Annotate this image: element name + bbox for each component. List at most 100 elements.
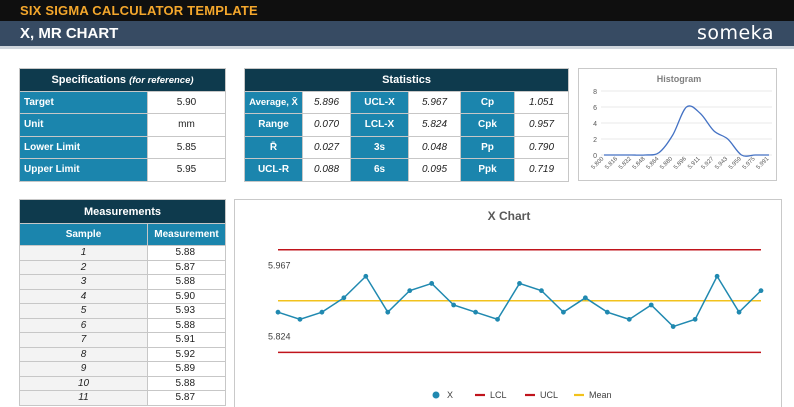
- stat-label: UCL-X: [350, 90, 409, 114]
- measurement-value-input[interactable]: 5.90: [146, 288, 227, 304]
- spec-label: Target: [19, 90, 148, 114]
- measurements-title: Measurements: [18, 199, 227, 224]
- sample-number: 1: [19, 245, 148, 261]
- table-row: 8 5.92: [19, 346, 227, 362]
- x-data-point: [429, 281, 435, 286]
- stat-label: LCL-X: [350, 113, 409, 137]
- sample-number: 9: [19, 361, 148, 377]
- stat-value: 5.896: [302, 90, 351, 114]
- legend-label: UCL: [540, 390, 558, 400]
- measurement-value-input[interactable]: 5.93: [146, 303, 227, 319]
- x-data-point: [539, 288, 544, 294]
- stats-row: R̄ 0.027 3s 0.048 Pp 0.790: [244, 135, 570, 159]
- x-data-point: [473, 309, 478, 315]
- histogram-y-tick: 6: [593, 105, 597, 112]
- histogram-x-tick: 5.816: [604, 156, 619, 171]
- x-chart: X Chart 5.967 5.824 X LCL UCL Mean: [234, 199, 782, 407]
- spec-label: Lower Limit: [19, 135, 148, 159]
- x-data-point: [670, 324, 676, 329]
- x-data-point: [517, 281, 522, 286]
- histogram-x-tick: 5.975: [742, 156, 757, 171]
- measurement-value-input[interactable]: 5.88: [146, 245, 227, 261]
- stats-row: Range 0.070 LCL-X 5.824 Cpk 0.957: [244, 113, 570, 137]
- measurement-value-input[interactable]: 5.87: [146, 259, 227, 275]
- measurement-value-input[interactable]: 5.89: [146, 361, 227, 377]
- stat-label: Cp: [460, 90, 515, 114]
- stat-label: 3s: [350, 135, 409, 159]
- table-row: 4 5.90: [19, 288, 227, 304]
- x-data-point: [495, 316, 500, 322]
- spec-value-input[interactable]: 5.95: [147, 158, 226, 182]
- spec-value-input[interactable]: 5.90: [147, 90, 226, 114]
- specifications-title-text: Specifications: [51, 73, 127, 86]
- histogram-y-tick: 0: [593, 153, 597, 160]
- x-data-point: [451, 302, 457, 308]
- page-subheader: X, MR CHART someka: [0, 21, 794, 46]
- header-divider: [0, 46, 794, 49]
- histogram-x-tick: 5.943: [714, 156, 729, 171]
- x-data-point: [341, 295, 347, 301]
- legend-label: X: [447, 390, 453, 400]
- stat-label: Average, X̄: [244, 90, 303, 114]
- stat-label: 6s: [350, 158, 409, 182]
- spec-row-unit: Unit mm: [19, 113, 226, 137]
- ucl-value-label: 5.967: [268, 261, 291, 271]
- measurement-value-input[interactable]: 5.91: [146, 332, 227, 348]
- x-data-point: [648, 302, 654, 308]
- histogram-y-tick: 4: [593, 121, 597, 128]
- table-row: 9 5.89: [19, 361, 227, 377]
- histogram-x-tick: 5.880: [659, 156, 674, 171]
- x-data-point: [714, 273, 720, 279]
- sample-number: 10: [19, 375, 148, 391]
- specifications-title: Specifications (for reference): [19, 68, 226, 92]
- histogram-title: Histogram: [657, 74, 702, 84]
- x-data-point: [758, 288, 764, 294]
- sample-column-header: Sample: [19, 223, 148, 246]
- x-chart-svg: X Chart 5.967 5.824 X LCL UCL Mean: [268, 209, 764, 400]
- x-data-point: [692, 316, 698, 322]
- histogram-x-tick: 5.832: [618, 156, 633, 171]
- table-row: 11 5.87: [19, 390, 227, 406]
- legend-label: LCL: [490, 390, 507, 400]
- statistics-title: Statistics: [243, 68, 570, 92]
- histogram-x-tick: 5.896: [673, 156, 688, 171]
- x-data-point: [275, 309, 281, 315]
- histogram-x-tick: 5.991: [756, 156, 771, 171]
- spec-row-upper-limit: Upper Limit 5.95: [19, 158, 226, 182]
- measurement-value-input[interactable]: 5.88: [146, 317, 227, 333]
- x-data-point: [582, 295, 588, 301]
- measurement-value-input[interactable]: 5.87: [146, 390, 227, 406]
- spec-label: Unit: [19, 113, 148, 137]
- measurement-value-input[interactable]: 5.88: [146, 375, 227, 391]
- stat-label: Cpk: [460, 113, 515, 137]
- table-row: 10 5.88: [19, 375, 227, 391]
- stat-label: Ppk: [460, 158, 515, 182]
- stat-value: 0.719: [513, 158, 570, 182]
- measurement-value-input[interactable]: 5.88: [146, 274, 227, 290]
- x-data-point: [407, 288, 413, 294]
- x-data-point: [363, 273, 369, 279]
- spec-value-input[interactable]: 5.85: [147, 135, 226, 159]
- table-row: 2 5.87: [19, 259, 227, 275]
- page-title: X, MR CHART: [20, 25, 119, 42]
- measurements-table: Measurements Sample Measurement 1 5.88 2 5.…: [18, 199, 227, 406]
- spec-value-input[interactable]: mm: [147, 113, 226, 137]
- stat-label: Pp: [460, 135, 515, 159]
- histogram-x-tick: 5.959: [728, 156, 743, 171]
- sample-number: 4: [19, 288, 148, 304]
- histogram-x-tick: 5.927: [701, 156, 716, 171]
- specifications-table: Specifications (for reference) Target 5.…: [19, 68, 226, 182]
- table-row: 1 5.88: [19, 245, 227, 261]
- x-data-point: [604, 309, 610, 315]
- lcl-value-label: 5.824: [268, 331, 291, 341]
- stat-value: 0.048: [408, 135, 461, 159]
- sample-number: 2: [19, 259, 148, 275]
- stat-label: R̄: [244, 135, 303, 159]
- sample-number: 11: [19, 390, 148, 406]
- stat-value: 0.027: [302, 135, 351, 159]
- measurement-value-input[interactable]: 5.92: [146, 346, 227, 362]
- stat-value: 0.790: [513, 135, 570, 159]
- histogram-curve: [603, 105, 769, 157]
